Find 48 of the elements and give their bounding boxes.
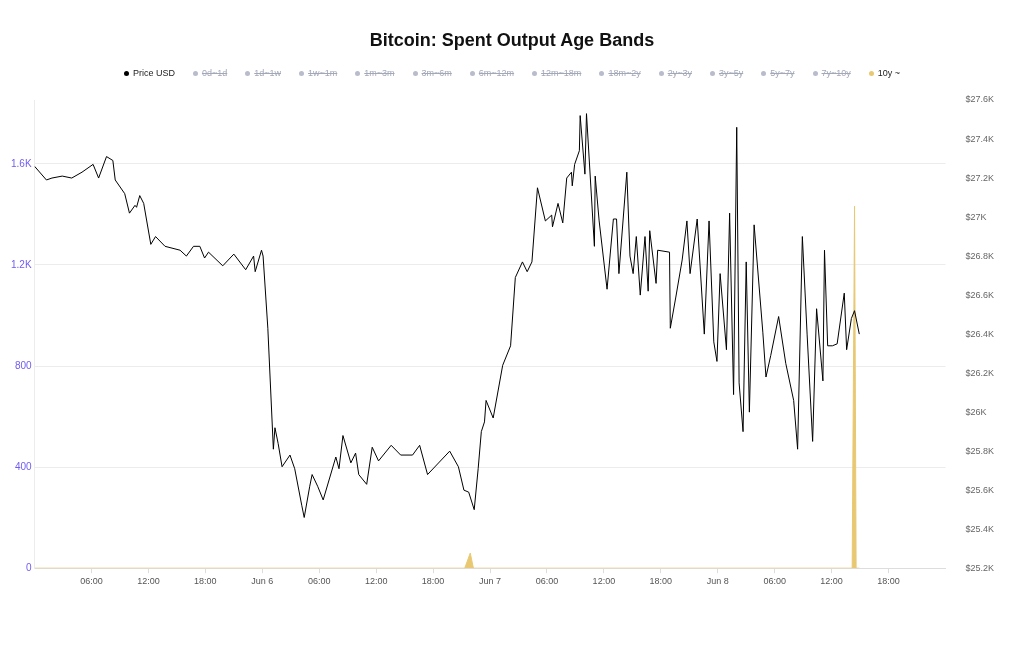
- x-tick-label: 18:00: [877, 576, 900, 587]
- x-tick-label: 12:00: [820, 576, 843, 587]
- y2-tick-label: $26.6K: [965, 289, 995, 300]
- x-tick-label: 12:00: [137, 576, 160, 587]
- y2-tick-label: $27K: [965, 211, 987, 222]
- y2-tick-label: $26.8K: [965, 250, 995, 261]
- y2-tick-label: $25.2K: [965, 562, 995, 573]
- legend-label: 0d~1d: [201, 68, 228, 78]
- x-tick-label: 06:00: [307, 576, 331, 587]
- y2-tick-label: $25.4K: [965, 523, 995, 534]
- x-tick-label: 06:00: [763, 576, 786, 587]
- legend-label: 3m~6m: [421, 68, 452, 78]
- legend-label: 1w~1m: [308, 68, 338, 78]
- x-tick-label: Jun 6: [251, 576, 274, 587]
- legend-label: 3y~5y: [718, 68, 744, 78]
- y-tick-label: 0: [26, 561, 33, 573]
- y-tick-label: 800: [14, 359, 33, 371]
- legend-label: 1m~3m: [364, 68, 395, 78]
- y2-tick-label: $27.2K: [965, 172, 995, 183]
- x-tick-label: 06:00: [535, 576, 559, 587]
- legend-label: 1d~1w: [254, 68, 282, 78]
- x-tick-label: 18:00: [649, 576, 673, 587]
- x-tick-label: Jun 7: [479, 576, 502, 587]
- x-tick-label: Jun 8: [706, 576, 729, 587]
- y-tick-label: 1.2K: [10, 258, 32, 270]
- y2-tick-label: $26.2K: [965, 367, 995, 378]
- legend-label: 5y~7y: [770, 68, 795, 78]
- legend-label: 7y~10y: [821, 68, 851, 78]
- legend-label: 18m~2y: [608, 68, 641, 78]
- y2-tick-label: $26K: [965, 406, 987, 417]
- y-tick-label: 400: [14, 460, 33, 472]
- y2-tick-label: $26.4K: [965, 328, 995, 339]
- y2-tick-label: $25.8K: [965, 445, 995, 456]
- x-tick-label: 06:00: [80, 576, 103, 587]
- y2-tick-label: $27.6K: [965, 94, 995, 105]
- y2-tick-label: $25.6K: [965, 484, 995, 495]
- x-tick-label: 12:00: [364, 576, 388, 587]
- legend-label: Price USD: [132, 68, 175, 78]
- chart-title: Bitcoin: Spent Output Age Bands: [368, 29, 656, 52]
- x-tick-label: 18:00: [421, 576, 445, 587]
- legend-label: 6m~12m: [478, 68, 515, 78]
- legend-label: 10y ~: [877, 68, 901, 78]
- x-tick-label: 18:00: [194, 576, 217, 587]
- legend-label: 2y~3y: [667, 68, 692, 78]
- x-tick-label: 12:00: [592, 576, 616, 587]
- y2-tick-label: $27.4K: [965, 133, 995, 144]
- legend-label: 12m~18m: [541, 68, 582, 78]
- y-tick-label: 1.6K: [10, 157, 32, 169]
